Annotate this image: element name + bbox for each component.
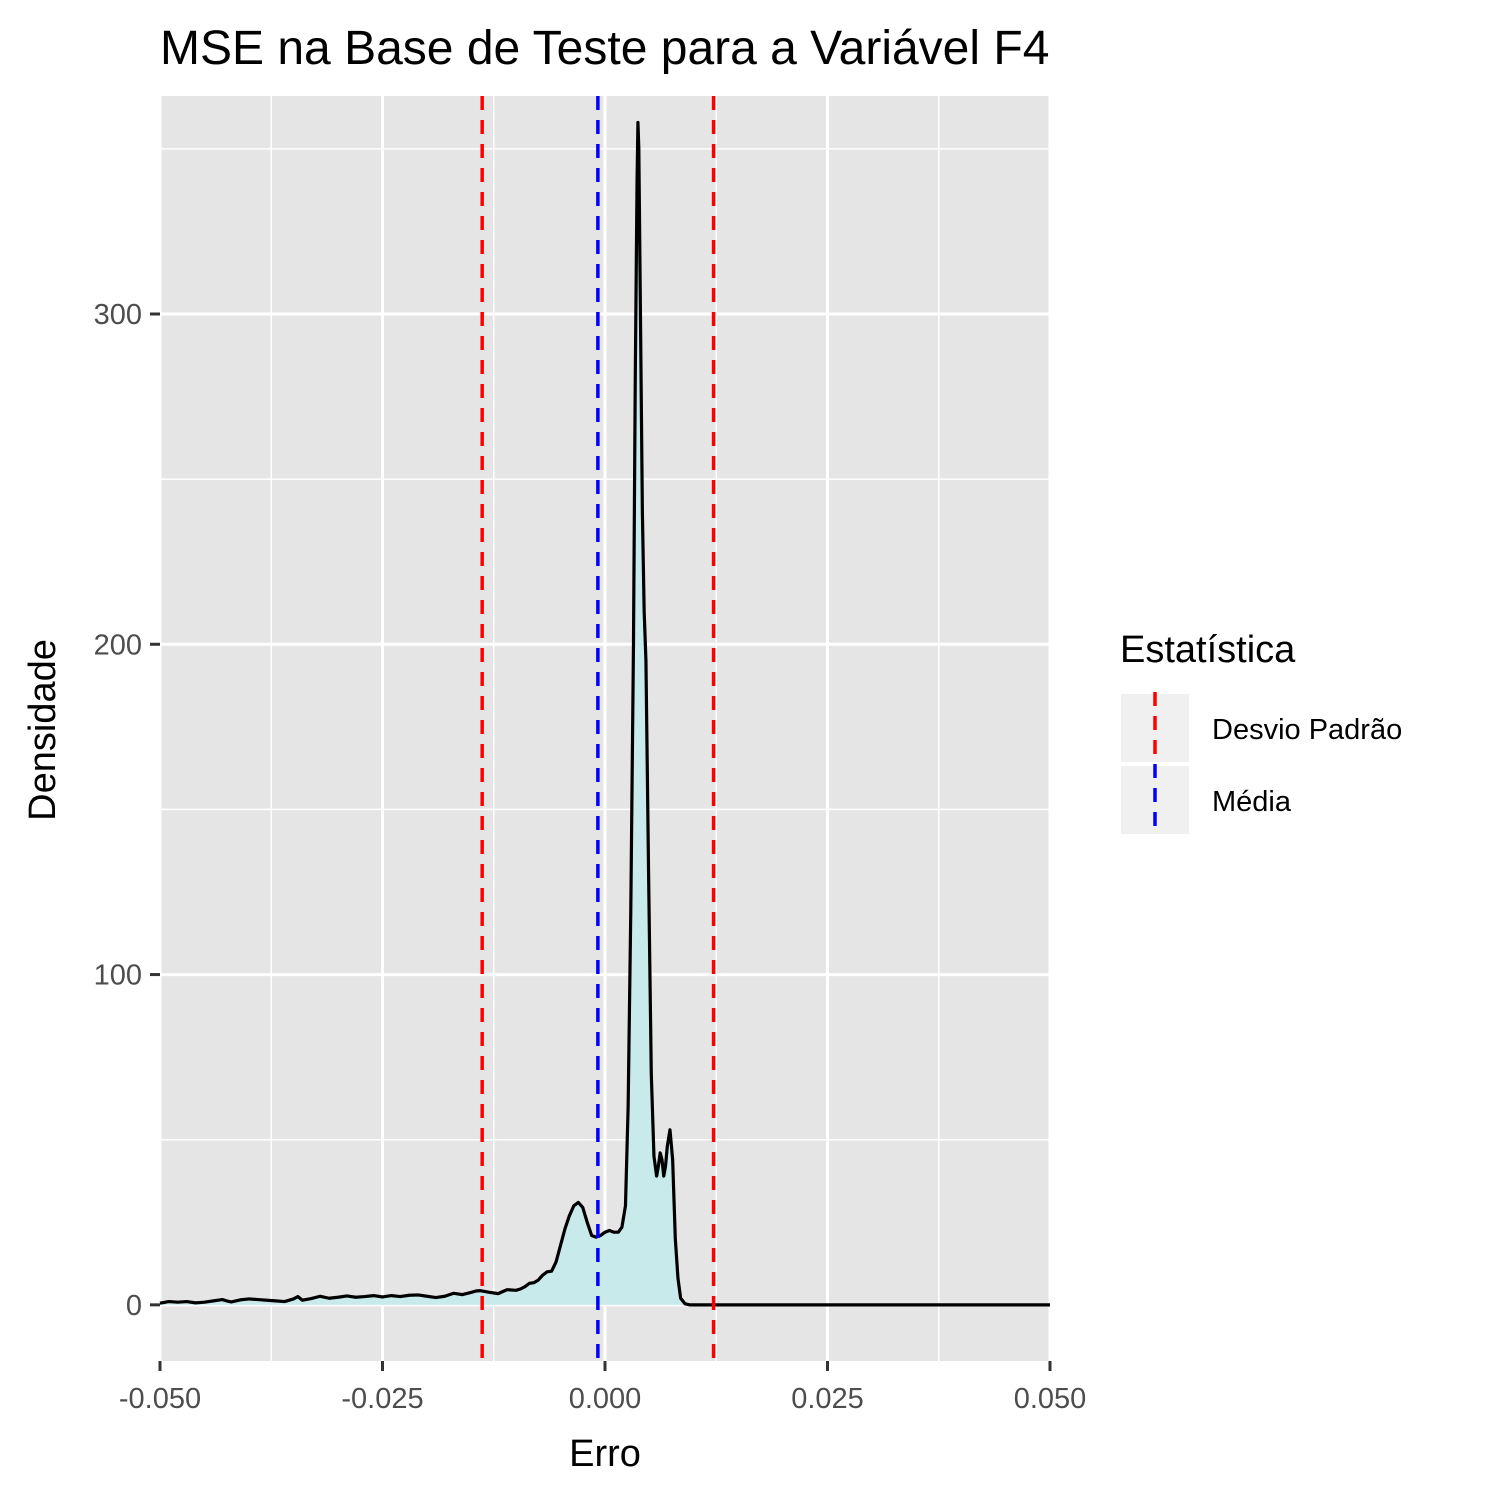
- y-tick-label: 0: [126, 1290, 142, 1322]
- legend-label: Desvio Padrão: [1212, 714, 1402, 746]
- y-axis-title: Densidade: [22, 639, 64, 821]
- legend-label: Média: [1212, 786, 1292, 818]
- y-tick-label: 100: [94, 960, 142, 992]
- y-axis: 0 100 200 300: [94, 299, 160, 1322]
- x-axis: -0.050 -0.025 0.000 0.025 0.050: [119, 1361, 1086, 1415]
- x-tick-label: -0.025: [341, 1383, 423, 1415]
- x-axis-title: Erro: [569, 1433, 641, 1475]
- density-line: [159, 120, 1050, 1307]
- x-tick-label: 0.025: [791, 1383, 864, 1415]
- x-tick-label: 0.050: [1014, 1383, 1087, 1415]
- legend: Estatística Desvio Padrão Média: [1120, 629, 1402, 836]
- legend-title: Estatística: [1120, 629, 1296, 671]
- x-tick-label: -0.050: [119, 1383, 201, 1415]
- x-tick-label: 0.000: [569, 1383, 642, 1415]
- reference-lines: [480, 96, 716, 1361]
- chart-title: MSE na Base de Teste para a Variável F4: [160, 22, 1049, 75]
- grid-major: [158, 96, 1052, 1361]
- y-tick-label: 200: [94, 629, 142, 661]
- y-tick-label: 300: [94, 299, 142, 331]
